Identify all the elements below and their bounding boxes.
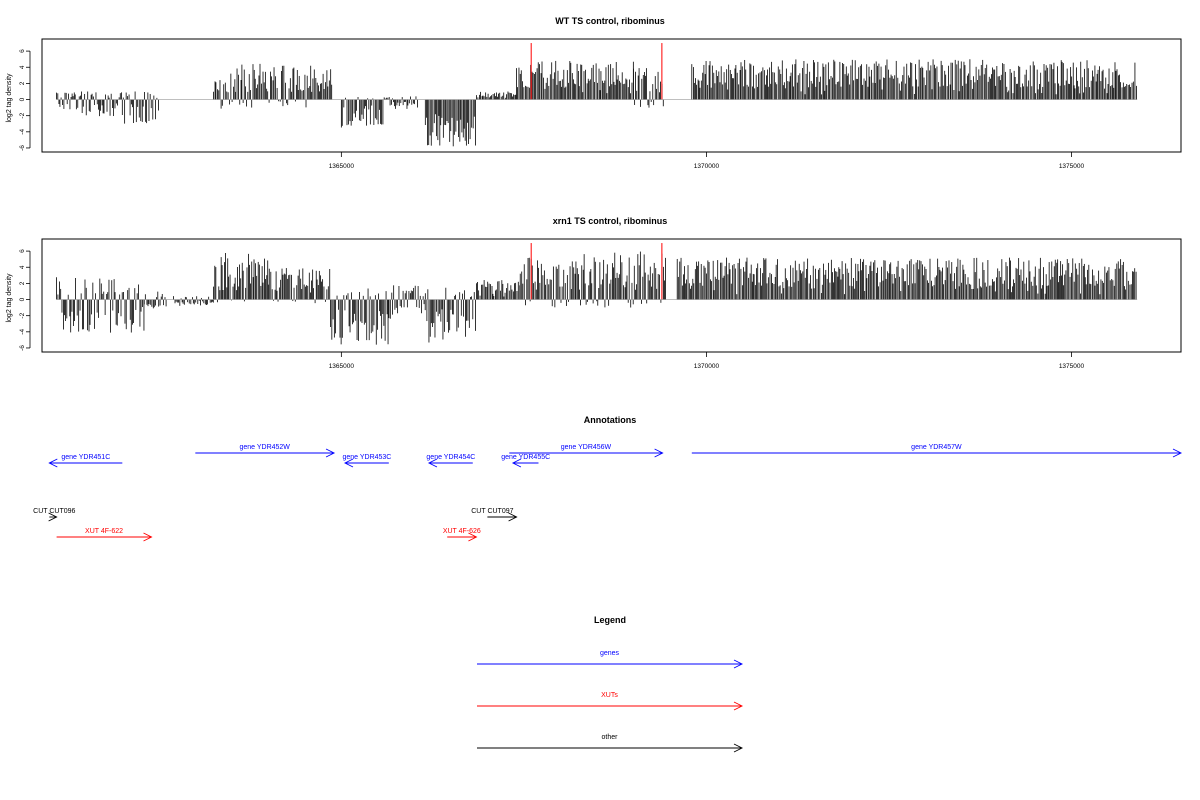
annotation-arrowhead bbox=[427, 458, 438, 468]
wt-y-tick-label: -2 bbox=[19, 112, 26, 118]
xrn1-track-bars bbox=[56, 251, 1137, 345]
wt-y-tick-label: -6 bbox=[19, 145, 26, 151]
annotation-label: CUT CUT096 bbox=[33, 508, 75, 515]
wt-track-frame bbox=[41, 38, 1182, 153]
legend-arrowhead bbox=[733, 659, 744, 669]
legend-items: genes XUTs other bbox=[477, 650, 744, 753]
xrn1-track-y-axis: -6 -4 -2 0 2 4 6 bbox=[19, 249, 31, 351]
legend-panel: Legend genes XUTs other bbox=[477, 615, 744, 753]
annotation-arrowhead bbox=[508, 512, 518, 522]
wt-x-tick-label: 1365000 bbox=[329, 163, 355, 170]
wt-track-panel: WT TS control, ribominus log2 tag densit… bbox=[6, 16, 1182, 170]
annotation-label: gene YDR452W bbox=[239, 444, 290, 451]
annotation-label: gene YDR451C bbox=[61, 454, 110, 461]
annotation-label: gene YDR453C bbox=[342, 454, 391, 461]
xrn1-y-tick-label: -4 bbox=[19, 329, 26, 335]
wt-y-tick-label: -4 bbox=[19, 129, 26, 135]
xrn1-y-tick-label: 2 bbox=[19, 281, 26, 285]
wt-track-title: WT TS control, ribominus bbox=[555, 16, 665, 26]
annotation-label: gene YDR456W bbox=[561, 444, 612, 451]
annotation-feature: CUT CUT097 bbox=[471, 508, 518, 522]
xrn1-track-markers bbox=[530, 243, 663, 300]
xrn1-track-title: xrn1 TS control, ribominus bbox=[553, 216, 668, 226]
wt-track-markers bbox=[530, 43, 663, 100]
wt-track-bars bbox=[56, 59, 1137, 147]
xrn1-y-tick-label: 0 bbox=[19, 297, 26, 301]
xrn1-track-ylabel: log2 tag density bbox=[6, 273, 13, 323]
legend-title: Legend bbox=[594, 615, 626, 625]
annotation-arrowhead bbox=[48, 512, 58, 522]
legend-item: genes bbox=[477, 650, 744, 669]
xrn1-track-x-axis: 1365000 1370000 1375000 bbox=[329, 352, 1085, 370]
annotation-label: CUT CUT097 bbox=[471, 508, 513, 515]
annotation-arrowhead bbox=[654, 448, 664, 458]
legend-label: XUTs bbox=[601, 692, 618, 699]
legend-arrowhead bbox=[733, 743, 744, 753]
annotation-feature: gene YDR457W bbox=[691, 444, 1183, 458]
xrn1-x-tick-label: 1365000 bbox=[329, 363, 355, 370]
legend-item: other bbox=[477, 734, 744, 753]
annotation-label: gene YDR454C bbox=[426, 454, 475, 461]
xrn1-y-tick-label: -2 bbox=[19, 312, 26, 318]
wt-track-x-axis: 1365000 1370000 1375000 bbox=[329, 152, 1085, 170]
annotation-feature: gene YDR452W bbox=[195, 444, 336, 458]
annotation-feature: gene YDR451C bbox=[48, 454, 123, 468]
annotation-arrowhead bbox=[511, 458, 522, 468]
wt-track-y-axis: -6 -4 -2 0 2 4 6 bbox=[19, 49, 31, 151]
wt-y-tick-label: 0 bbox=[19, 97, 26, 101]
annotation-arrowhead bbox=[325, 448, 336, 458]
annotation-feature: XUT 4F-622 bbox=[56, 528, 153, 542]
xrn1-x-tick-label: 1375000 bbox=[1059, 363, 1085, 370]
annotation-arrowhead bbox=[143, 532, 153, 542]
legend-item: XUTs bbox=[477, 692, 744, 711]
xrn1-y-tick-label: -6 bbox=[19, 345, 26, 351]
annotation-feature: gene YDR453C bbox=[342, 454, 391, 468]
wt-y-tick-label: 2 bbox=[19, 81, 26, 85]
annotation-label: XUT 4F-622 bbox=[85, 528, 123, 535]
annotation-arrowhead bbox=[343, 458, 354, 468]
annotation-label: gene YDR457W bbox=[911, 444, 962, 451]
annotation-arrowhead bbox=[468, 532, 478, 542]
xrn1-y-tick-label: 4 bbox=[19, 265, 26, 269]
annotation-feature: CUT CUT096 bbox=[33, 508, 76, 522]
annotation-arrowhead bbox=[48, 458, 58, 468]
annotation-features: gene YDR451C gene YDR452W gene YDR453C gene… bbox=[33, 444, 1183, 542]
annotation-label: XUT 4F-626 bbox=[443, 528, 481, 535]
annotations-title: Annotations bbox=[584, 415, 637, 425]
xrn1-track-panel: xrn1 TS control, ribominus log2 tag dens… bbox=[6, 216, 1182, 370]
annotation-feature: gene YDR455C bbox=[501, 454, 550, 468]
annotation-feature: gene YDR454C bbox=[426, 454, 475, 468]
wt-x-tick-label: 1370000 bbox=[694, 163, 720, 170]
wt-y-tick-label: 4 bbox=[19, 65, 26, 69]
xrn1-y-tick-label: 6 bbox=[19, 249, 26, 253]
legend-label: genes bbox=[600, 650, 620, 657]
xrn1-x-tick-label: 1370000 bbox=[694, 363, 720, 370]
annotation-feature: gene YDR456W bbox=[509, 444, 664, 458]
legend-label: other bbox=[602, 734, 619, 741]
legend-arrowhead bbox=[733, 701, 744, 711]
annotation-arrowhead bbox=[1172, 448, 1183, 458]
annotation-feature: XUT 4F-626 bbox=[443, 528, 481, 542]
wt-track-ylabel: log2 tag density bbox=[6, 73, 13, 123]
wt-y-tick-label: 6 bbox=[19, 49, 26, 53]
xrn1-track-frame bbox=[41, 238, 1182, 353]
wt-x-tick-label: 1375000 bbox=[1059, 163, 1085, 170]
annotation-label: gene YDR455C bbox=[501, 454, 550, 461]
